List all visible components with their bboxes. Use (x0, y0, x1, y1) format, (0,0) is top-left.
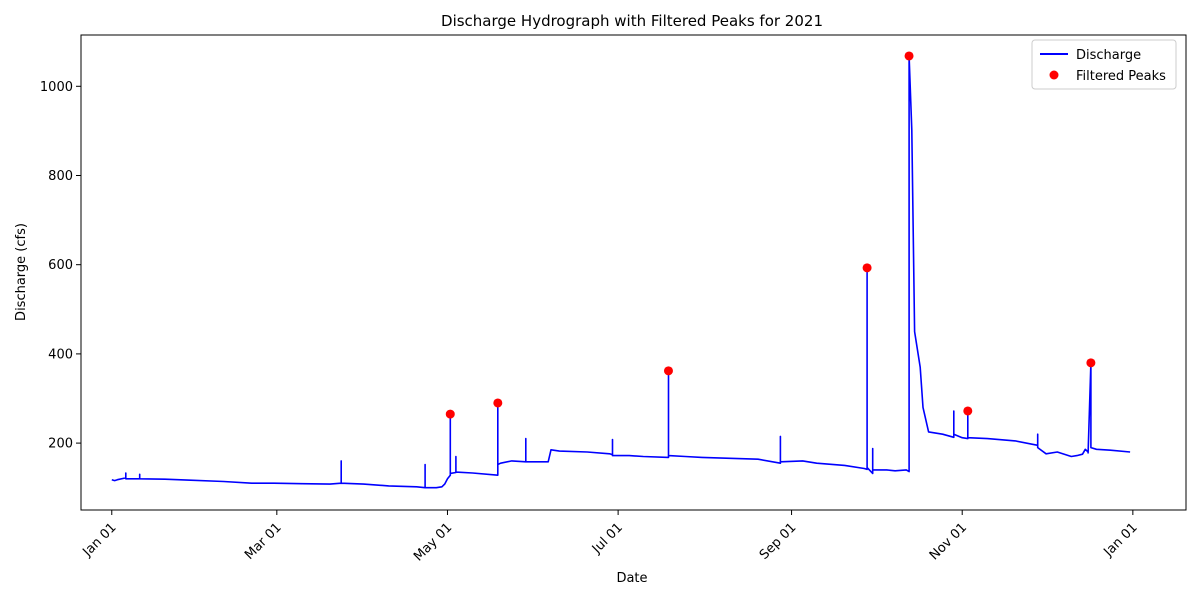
chart-title: Discharge Hydrograph with Filtered Peaks… (441, 12, 823, 30)
legend-peaks-label: Filtered Peaks (1076, 69, 1166, 84)
y-tick-label: 800 (48, 169, 73, 184)
peak-marker (493, 398, 503, 408)
y-axis: 200 400 600 800 1000 (40, 80, 81, 452)
peak-marker (904, 51, 914, 61)
y-tick-label: 1000 (40, 80, 73, 95)
peak-markers (445, 51, 1096, 419)
peak-marker (445, 409, 455, 419)
x-axis-label: Date (616, 571, 647, 586)
y-tick-label: 400 (48, 347, 73, 362)
peak-marker (1086, 358, 1096, 368)
y-tick-label: 200 (48, 437, 73, 452)
peak-marker (663, 366, 673, 376)
legend-box (1031, 39, 1177, 90)
discharge-series-line (111, 55, 1131, 489)
legend-peaks-swatch (1049, 70, 1059, 80)
legend-discharge-label: Discharge (1076, 48, 1141, 63)
peak-marker (963, 406, 973, 416)
y-axis-label: Discharge (cfs) (14, 223, 29, 321)
legend: Discharge Filtered Peaks (1031, 39, 1177, 90)
y-tick-label: 600 (48, 258, 73, 273)
plot-frame (80, 34, 1187, 511)
plot-area (80, 34, 1187, 511)
peak-marker (862, 263, 872, 273)
